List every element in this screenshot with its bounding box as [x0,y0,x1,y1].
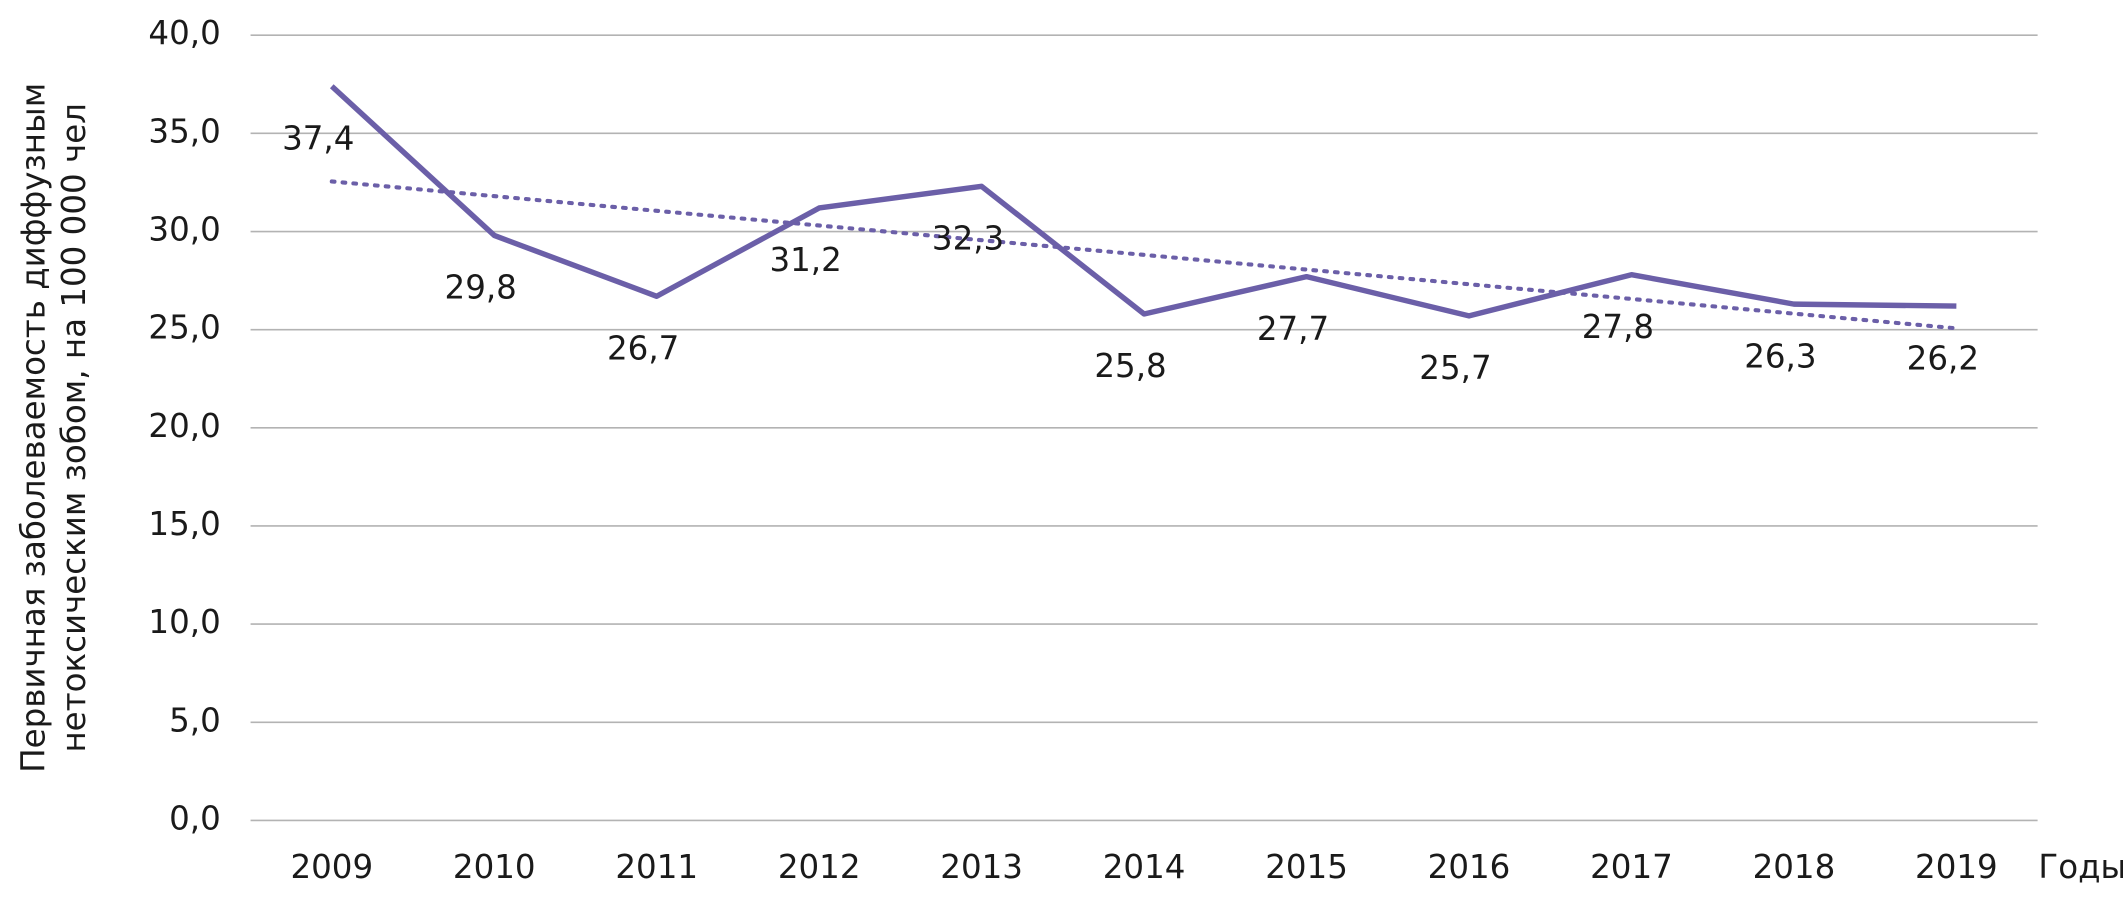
data-label: 32,3 [932,220,1004,258]
data-label: 26,3 [1744,337,1816,375]
y-tick-label: 5,0 [169,701,221,739]
y-axis-title: Первичная заболеваемость диффузным неток… [14,83,93,773]
data-label: 27,8 [1582,308,1654,346]
y-tick-label: 10,0 [148,603,220,641]
x-axis-title: Годы [2038,848,2123,886]
y-tick-label: 15,0 [148,505,220,543]
x-tick-label: 2011 [615,848,698,886]
x-tick-label: 2012 [778,848,861,886]
x-tick-label: 2019 [1915,848,1998,886]
data-label: 29,8 [445,269,517,307]
x-tick-label: 2010 [453,848,536,886]
data-line [329,84,1957,319]
x-tick-label: 2016 [1428,848,1511,886]
y-tick-label: 0,0 [169,799,221,837]
x-tick-label: 2017 [1590,848,1673,886]
y-axis-title-line: нетоксическим зобом, на 100 000 чел [55,103,93,752]
y-tick-label: 40,0 [148,14,220,52]
trend-line [329,179,1959,331]
y-tick-label: 20,0 [148,407,220,445]
data-label: 27,7 [1257,310,1329,348]
data-label: 31,2 [769,241,841,279]
x-tick-label: 2013 [940,848,1023,886]
data-label: 25,7 [1419,349,1491,387]
data-label: 37,4 [282,119,354,157]
x-tick-label: 2015 [1265,848,1348,886]
data-label: 25,8 [1094,347,1166,385]
y-tick-label: 35,0 [148,112,220,150]
data-label: 26,2 [1907,339,1979,377]
y-tick-label: 25,0 [148,309,220,347]
x-tick-label: 2009 [290,848,373,886]
x-tick-label: 2018 [1753,848,1836,886]
data-label: 26,7 [607,329,679,367]
y-axis-title-line: Первичная заболеваемость диффузным [14,83,52,773]
y-tick-label: 30,0 [148,211,220,249]
x-tick-label: 2014 [1103,848,1186,886]
